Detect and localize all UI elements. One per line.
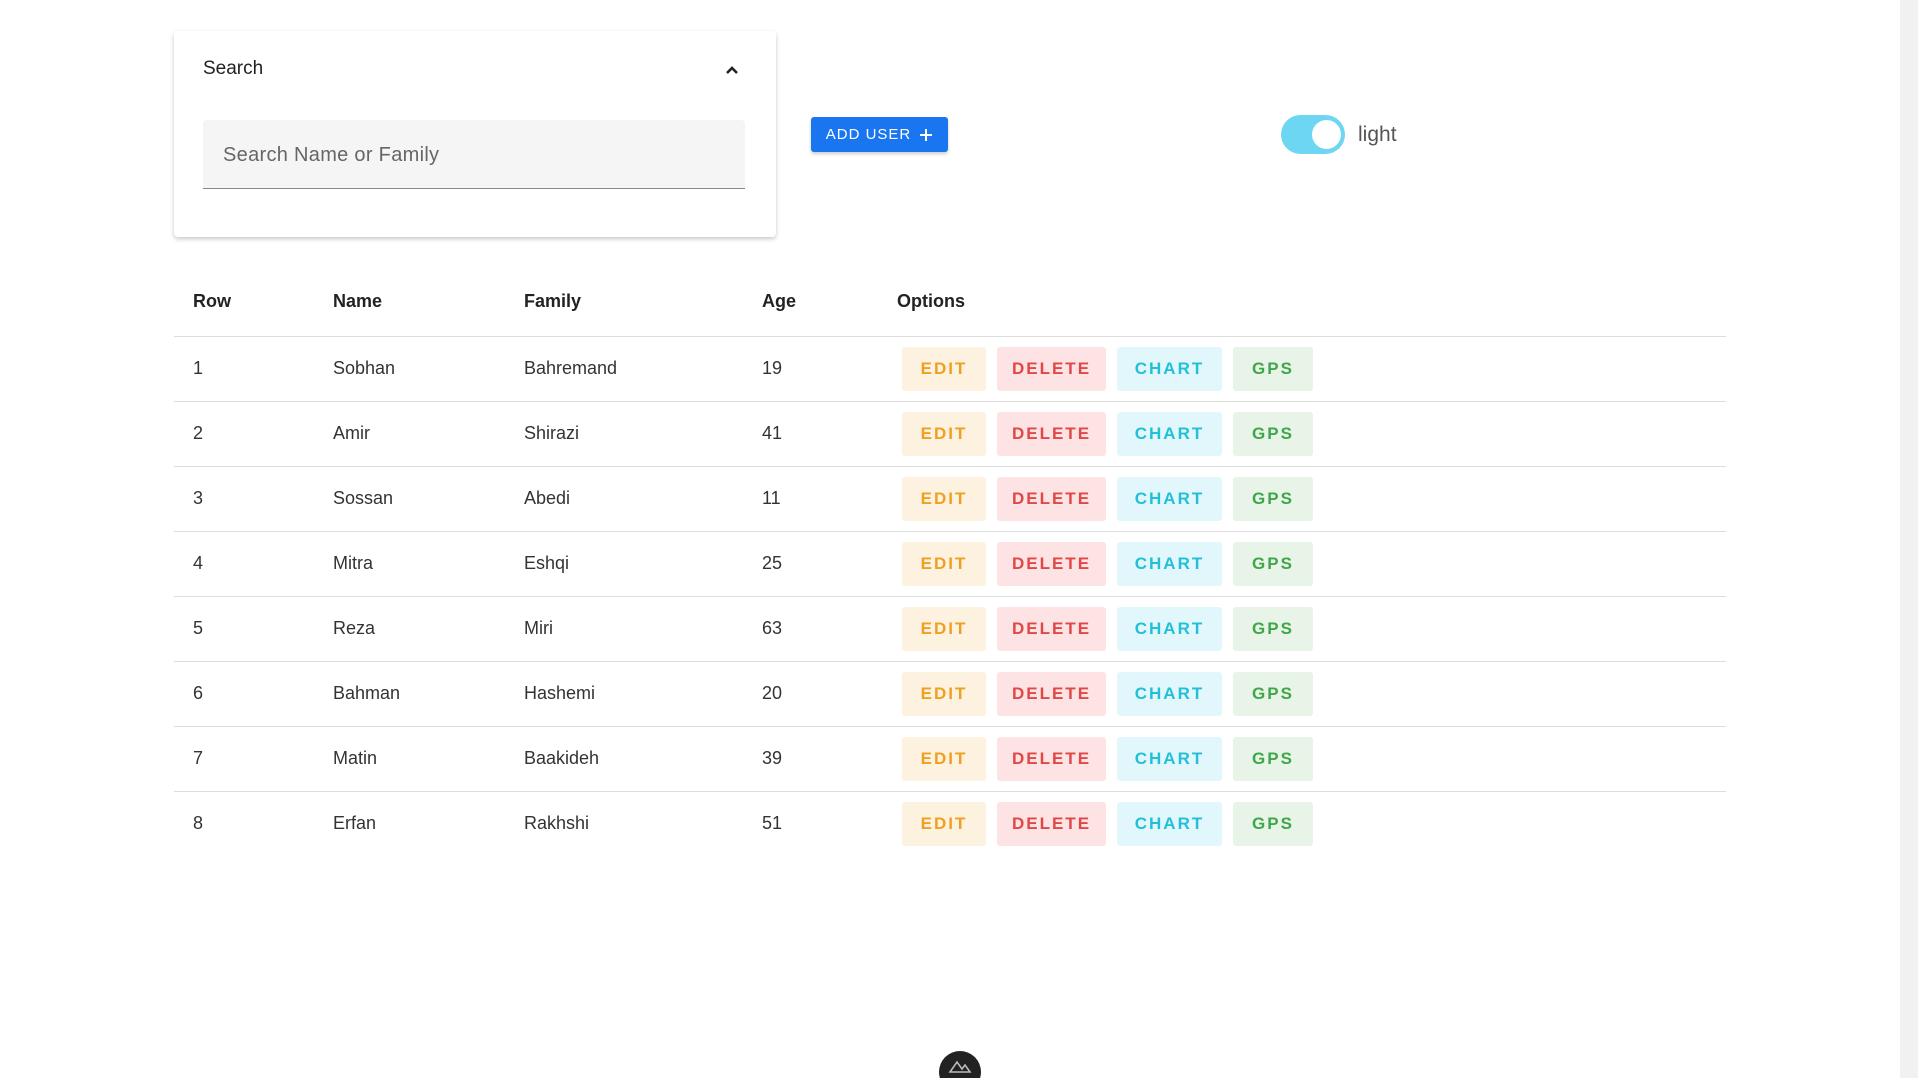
table-cell: Rakhshi bbox=[524, 813, 590, 833]
nuxt-badge bbox=[939, 1051, 981, 1078]
table-cell: 6 bbox=[193, 683, 204, 703]
action-button[interactable]: EDIT bbox=[902, 412, 986, 456]
row-divider bbox=[174, 726, 1726, 727]
action-button[interactable]: DELETE bbox=[997, 347, 1106, 391]
table-cell: Abedi bbox=[524, 488, 571, 508]
column-header: Name bbox=[333, 291, 383, 311]
action-button[interactable]: EDIT bbox=[902, 737, 986, 781]
table-cell: Mitra bbox=[333, 553, 373, 573]
column-header: Row bbox=[193, 291, 231, 311]
row-divider bbox=[174, 661, 1726, 662]
column-header: Options bbox=[897, 291, 965, 311]
action-button[interactable]: GPS bbox=[1233, 737, 1313, 781]
table-cell: 3 bbox=[193, 488, 204, 508]
table-cell: 8 bbox=[193, 813, 204, 833]
table-cell: 51 bbox=[762, 813, 783, 833]
row-divider bbox=[174, 791, 1726, 792]
table-cell: Hashemi bbox=[524, 683, 596, 703]
scrollbar bbox=[1900, 0, 1918, 1078]
table-cell: 5 bbox=[193, 618, 204, 638]
action-button[interactable]: GPS bbox=[1233, 802, 1313, 846]
plus-icon bbox=[920, 128, 933, 141]
action-button[interactable]: CHART bbox=[1117, 607, 1222, 651]
row-divider bbox=[174, 531, 1726, 532]
table-cell: 11 bbox=[762, 488, 781, 508]
search-placeholder: Search Name or Family bbox=[223, 144, 440, 166]
table-cell: Eshqi bbox=[524, 553, 570, 573]
action-button[interactable]: CHART bbox=[1117, 737, 1222, 781]
action-button[interactable]: DELETE bbox=[997, 412, 1106, 456]
table-cell: 19 bbox=[762, 358, 783, 378]
table-cell: 4 bbox=[193, 553, 204, 573]
theme-toggle[interactable] bbox=[1281, 115, 1345, 154]
action-button[interactable]: EDIT bbox=[902, 477, 986, 521]
table-cell: Bahremand bbox=[524, 358, 618, 378]
action-button[interactable]: GPS bbox=[1233, 477, 1313, 521]
action-button[interactable]: DELETE bbox=[997, 542, 1106, 586]
action-button[interactable]: EDIT bbox=[902, 347, 986, 391]
table-cell: 41 bbox=[762, 423, 783, 443]
action-button[interactable]: GPS bbox=[1233, 607, 1313, 651]
action-button[interactable]: EDIT bbox=[902, 802, 986, 846]
table-cell: Shirazi bbox=[524, 423, 580, 443]
action-button[interactable]: CHART bbox=[1117, 672, 1222, 716]
collapse-icon[interactable] bbox=[722, 60, 742, 80]
action-button[interactable]: CHART bbox=[1117, 802, 1222, 846]
action-button[interactable]: CHART bbox=[1117, 412, 1222, 456]
action-button[interactable]: GPS bbox=[1233, 672, 1313, 716]
column-header: Family bbox=[524, 291, 582, 311]
toggle-knob bbox=[1312, 120, 1341, 149]
table-cell: 7 bbox=[193, 748, 204, 768]
table-cell: Baakideh bbox=[524, 748, 600, 768]
header-divider bbox=[174, 336, 1726, 337]
search-title: Search bbox=[203, 58, 264, 79]
button-label: ADD USER bbox=[825, 126, 912, 143]
action-button[interactable]: GPS bbox=[1233, 542, 1313, 586]
toggle-label: light bbox=[1358, 123, 1397, 146]
action-button[interactable]: DELETE bbox=[997, 477, 1106, 521]
action-button[interactable]: DELETE bbox=[997, 737, 1106, 781]
table-cell: 20 bbox=[762, 683, 783, 703]
action-button[interactable]: GPS bbox=[1233, 347, 1313, 391]
action-button[interactable]: DELETE bbox=[997, 802, 1106, 846]
table-cell: Amir bbox=[333, 423, 370, 443]
table-cell: Sobhan bbox=[333, 358, 396, 378]
table-cell: 1 bbox=[193, 358, 204, 378]
table-cell: Bahman bbox=[333, 683, 401, 703]
action-button[interactable]: DELETE bbox=[997, 672, 1106, 716]
table-cell: 2 bbox=[193, 423, 204, 443]
action-button[interactable]: EDIT bbox=[902, 542, 986, 586]
action-button[interactable]: DELETE bbox=[997, 607, 1106, 651]
search-card: Search Search Name or Family bbox=[174, 31, 776, 237]
table-cell: 25 bbox=[762, 553, 783, 573]
column-header: Age bbox=[762, 291, 797, 311]
table-cell: Reza bbox=[333, 618, 376, 638]
action-button[interactable]: EDIT bbox=[902, 607, 986, 651]
add-user-button[interactable]: ADD USER bbox=[811, 117, 948, 152]
table-cell: 63 bbox=[762, 618, 783, 638]
action-button[interactable]: CHART bbox=[1117, 347, 1222, 391]
row-divider bbox=[174, 596, 1726, 597]
table-cell: Sossan bbox=[333, 488, 394, 508]
action-button[interactable]: CHART bbox=[1117, 477, 1222, 521]
search-input[interactable]: Search Name or Family bbox=[203, 120, 745, 189]
action-button[interactable]: GPS bbox=[1233, 412, 1313, 456]
row-divider bbox=[174, 466, 1726, 467]
table-cell: Matin bbox=[333, 748, 378, 768]
action-button[interactable]: CHART bbox=[1117, 542, 1222, 586]
action-button[interactable]: EDIT bbox=[902, 672, 986, 716]
table-cell: Erfan bbox=[333, 813, 377, 833]
row-divider bbox=[174, 401, 1726, 402]
table-cell: Miri bbox=[524, 618, 553, 638]
table-cell: 39 bbox=[762, 748, 783, 768]
